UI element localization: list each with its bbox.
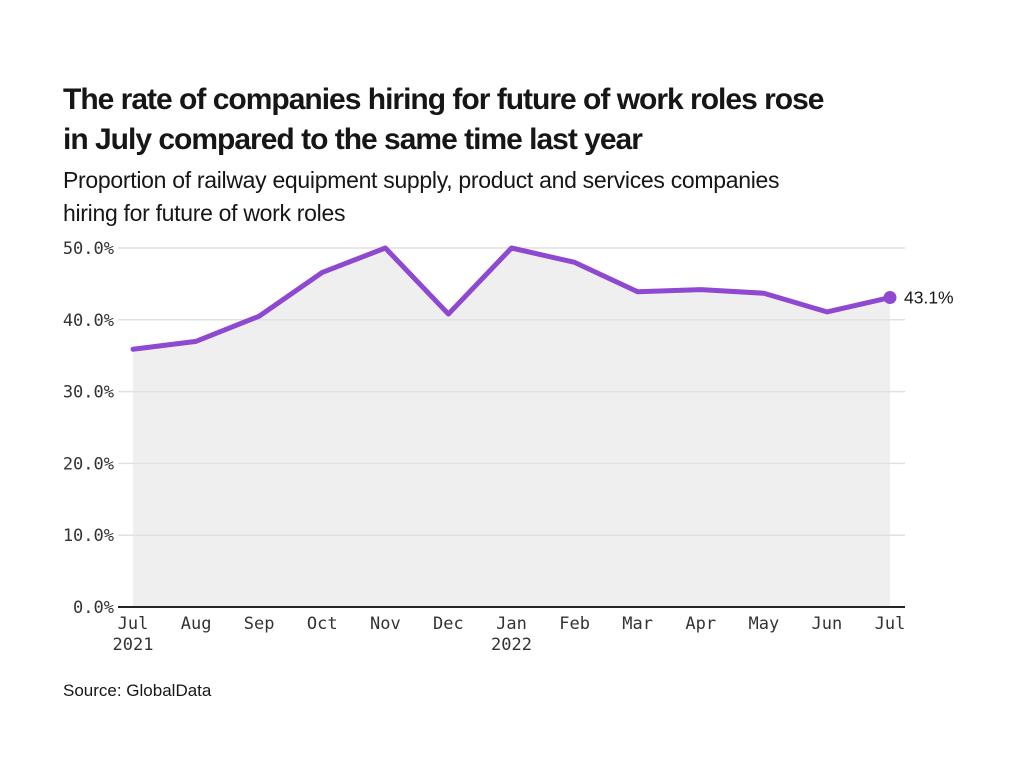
x-tick-sublabel: 2021	[113, 635, 154, 655]
x-tick-label: Oct	[307, 614, 338, 634]
x-tick-label: Nov	[370, 614, 401, 634]
x-tick-label: Apr	[685, 614, 716, 634]
end-value-label: 43.1%	[904, 288, 954, 308]
chart-subtitle-line-1: Proportion of railway equipment supply, …	[63, 167, 780, 193]
source-note: Source: GlobalData	[63, 681, 212, 700]
x-tick-sublabel: 2022	[491, 635, 532, 655]
chart-title-line-2: in July compared to the same time last y…	[63, 123, 643, 156]
chart-subtitle: Proportion of railway equipment supply, …	[63, 164, 993, 230]
x-tick-label: Jun	[812, 614, 843, 634]
y-tick-label: 0.0%	[73, 598, 114, 618]
y-tick-label: 20.0%	[63, 454, 114, 474]
trend-line	[130, 245, 893, 352]
x-tick-label: Sep	[244, 614, 275, 634]
chart-title-line-1: The rate of companies hiring for future …	[63, 83, 824, 116]
x-tick-label: May	[748, 614, 779, 634]
y-tick-label: 30.0%	[63, 383, 114, 403]
x-tick-label: Mar	[622, 614, 653, 634]
chart-title: The rate of companies hiring for future …	[63, 80, 993, 160]
y-tick-label: 40.0%	[63, 311, 114, 331]
x-tick-label: Feb	[559, 614, 590, 634]
y-tick-label: 10.0%	[63, 526, 114, 546]
y-tick-label: 50.0%	[63, 239, 114, 259]
x-tick-label: Jul	[875, 614, 906, 634]
x-tick-label: Jan	[496, 614, 527, 634]
x-tick-label: Dec	[433, 614, 464, 634]
chart-subtitle-line-2: hiring for future of work roles	[63, 200, 346, 226]
x-tick-label: Aug	[181, 614, 212, 634]
area-fill	[133, 248, 890, 607]
last-point-marker	[883, 291, 897, 305]
x-tick-label: Jul	[118, 614, 149, 634]
